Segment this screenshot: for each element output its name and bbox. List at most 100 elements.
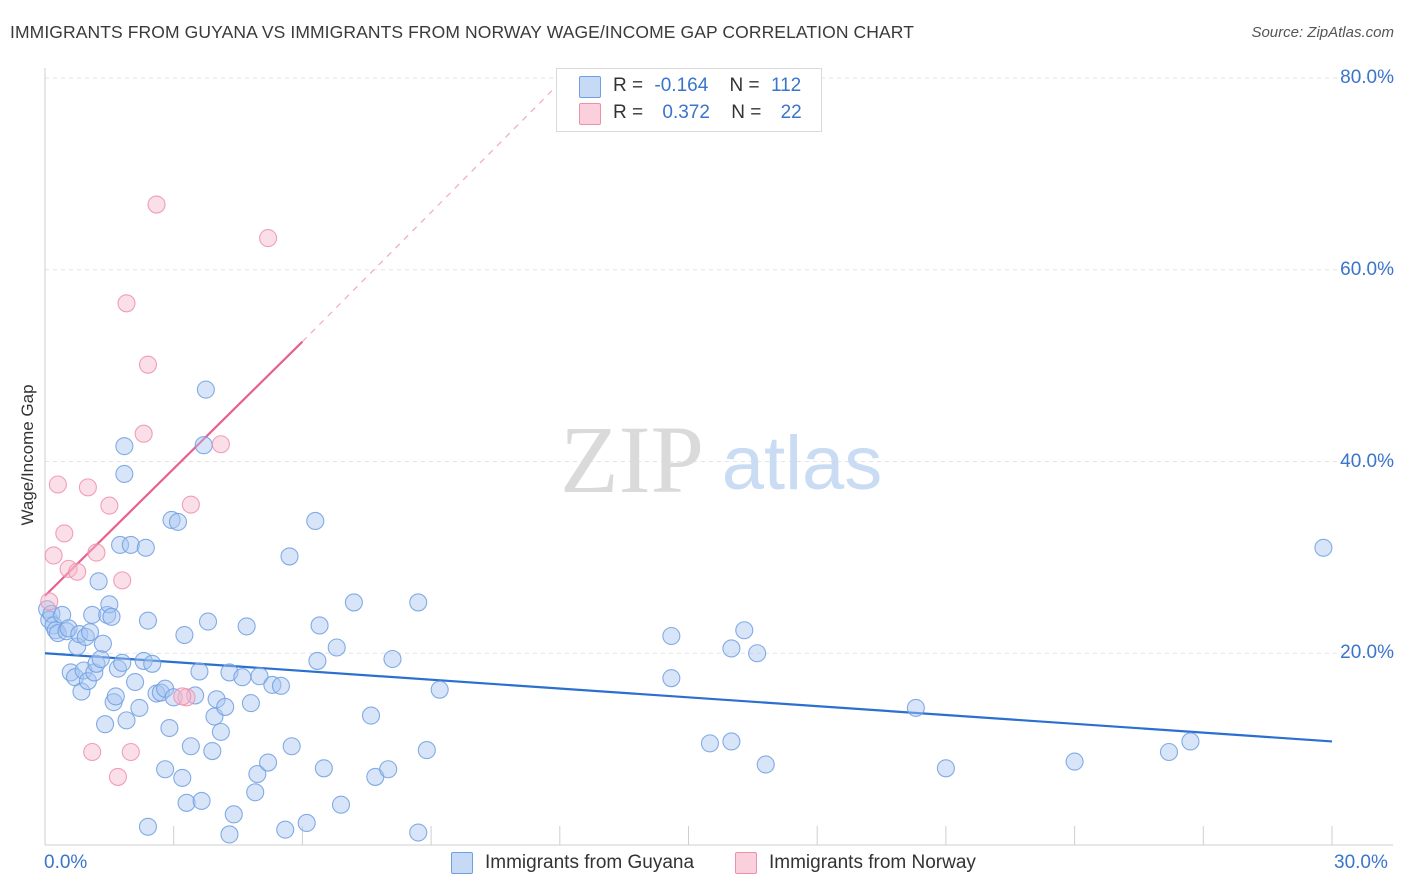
y-tick-label: 20.0% (1340, 642, 1394, 664)
guyana-point (409, 823, 428, 842)
guyana-swatch (579, 76, 601, 98)
trend-line-guyana (44, 652, 1333, 743)
guyana-point (246, 783, 265, 802)
guyana-point (250, 667, 269, 686)
grid-lines (45, 77, 1393, 654)
guyana-point (1314, 538, 1333, 557)
n-value-norway: 22 (780, 102, 802, 123)
guyana-point (735, 621, 754, 640)
guyana-point (276, 820, 295, 839)
guyana-point (297, 813, 316, 832)
y-axis-label: Wage/Income Gap (18, 384, 37, 526)
guyana-point (308, 651, 327, 670)
norway-point (113, 571, 132, 590)
source-label: Source: ZipAtlas.com (1251, 24, 1394, 41)
r-value-norway: 0.372 (662, 102, 710, 123)
guyana-point (722, 639, 741, 658)
guyana-point (194, 436, 213, 455)
guyana-point (331, 795, 351, 814)
n-label: N = (729, 75, 760, 96)
norway-point (138, 355, 158, 374)
guyana-point (190, 662, 209, 681)
guyana-point (344, 593, 363, 612)
guyana-point (136, 538, 155, 557)
norway-point (68, 562, 87, 581)
guyana-point (138, 611, 158, 630)
guyana-point (310, 616, 329, 635)
guyana-point (282, 737, 301, 756)
norway-point (147, 195, 166, 214)
x-tick-label-max: 30.0% (1334, 852, 1388, 873)
norway-swatch (579, 103, 601, 125)
guyana-point (722, 732, 741, 751)
norway-point (78, 478, 97, 497)
r-label: R = (613, 75, 644, 96)
norway-point (48, 475, 67, 494)
trend-line-norway-extension (301, 82, 561, 343)
norway-point (121, 742, 140, 762)
legend-label-guyana: Immigrants from Guyana (485, 852, 695, 873)
norway-point (55, 524, 74, 543)
guyana-point (117, 711, 136, 730)
legend-item-norway: Immigrants from Norway (735, 852, 976, 874)
series-legend: Immigrants from Guyana Immigrants from N… (0, 852, 1406, 878)
guyana-point (383, 649, 402, 669)
guyana-point (211, 722, 230, 741)
guyana-point (111, 535, 130, 554)
guyana-point (168, 512, 188, 531)
guyana-point (259, 753, 278, 772)
guyana-point (113, 653, 132, 672)
guyana-point (748, 644, 767, 663)
guyana-point (1065, 752, 1084, 771)
guyana-point (130, 698, 149, 717)
norway-point (100, 496, 119, 515)
y-tick-label: 80.0% (1340, 67, 1394, 88)
norway-legend-swatch (735, 852, 757, 874)
axes (44, 68, 1393, 846)
guyana-point (936, 759, 955, 778)
guyana-point (181, 737, 200, 756)
guyana-point (417, 741, 436, 760)
norway-point (117, 294, 136, 313)
watermark: ZIP atlas (560, 406, 882, 513)
guyana-point (192, 791, 211, 810)
guyana-point (121, 535, 140, 554)
guyana-point (306, 511, 325, 530)
chart-title: IMMIGRANTS FROM GUYANA VS IMMIGRANTS FRO… (10, 22, 915, 42)
guyana-point (906, 698, 925, 717)
guyana-point (96, 715, 115, 734)
guyana-point (177, 793, 196, 812)
guyana-point (196, 380, 215, 399)
guyana-point (126, 672, 145, 692)
guyana-point (102, 607, 121, 626)
guyana-point (233, 668, 252, 687)
norway-point (40, 592, 59, 611)
y-tick-label: 60.0% (1340, 258, 1394, 280)
data-points (38, 195, 1333, 844)
guyana-point (430, 680, 449, 699)
guyana-point (241, 694, 260, 713)
guyana-point (314, 759, 333, 778)
guyana-point (271, 676, 291, 695)
r-label: R = (613, 102, 644, 123)
guyana-point (280, 547, 299, 566)
norway-point (173, 687, 192, 706)
watermark-zip: ZIP (560, 406, 704, 513)
guyana-point (72, 682, 91, 701)
guyana-point (1159, 742, 1179, 762)
guyana-point (115, 464, 134, 484)
norway-point (44, 546, 63, 565)
n-value-guyana: 112 (770, 75, 802, 96)
norway-point (108, 767, 127, 786)
guyana-point (156, 760, 175, 779)
guyana-point (216, 697, 235, 716)
guyana-point (93, 634, 112, 653)
guyana-point (203, 741, 222, 761)
guyana-point (1181, 732, 1200, 751)
guyana-point (756, 755, 775, 774)
r-value-guyana: -0.164 (654, 75, 709, 96)
guyana-point (220, 825, 239, 844)
guyana-point (143, 654, 162, 673)
y-tick-label: 40.0% (1340, 450, 1394, 472)
